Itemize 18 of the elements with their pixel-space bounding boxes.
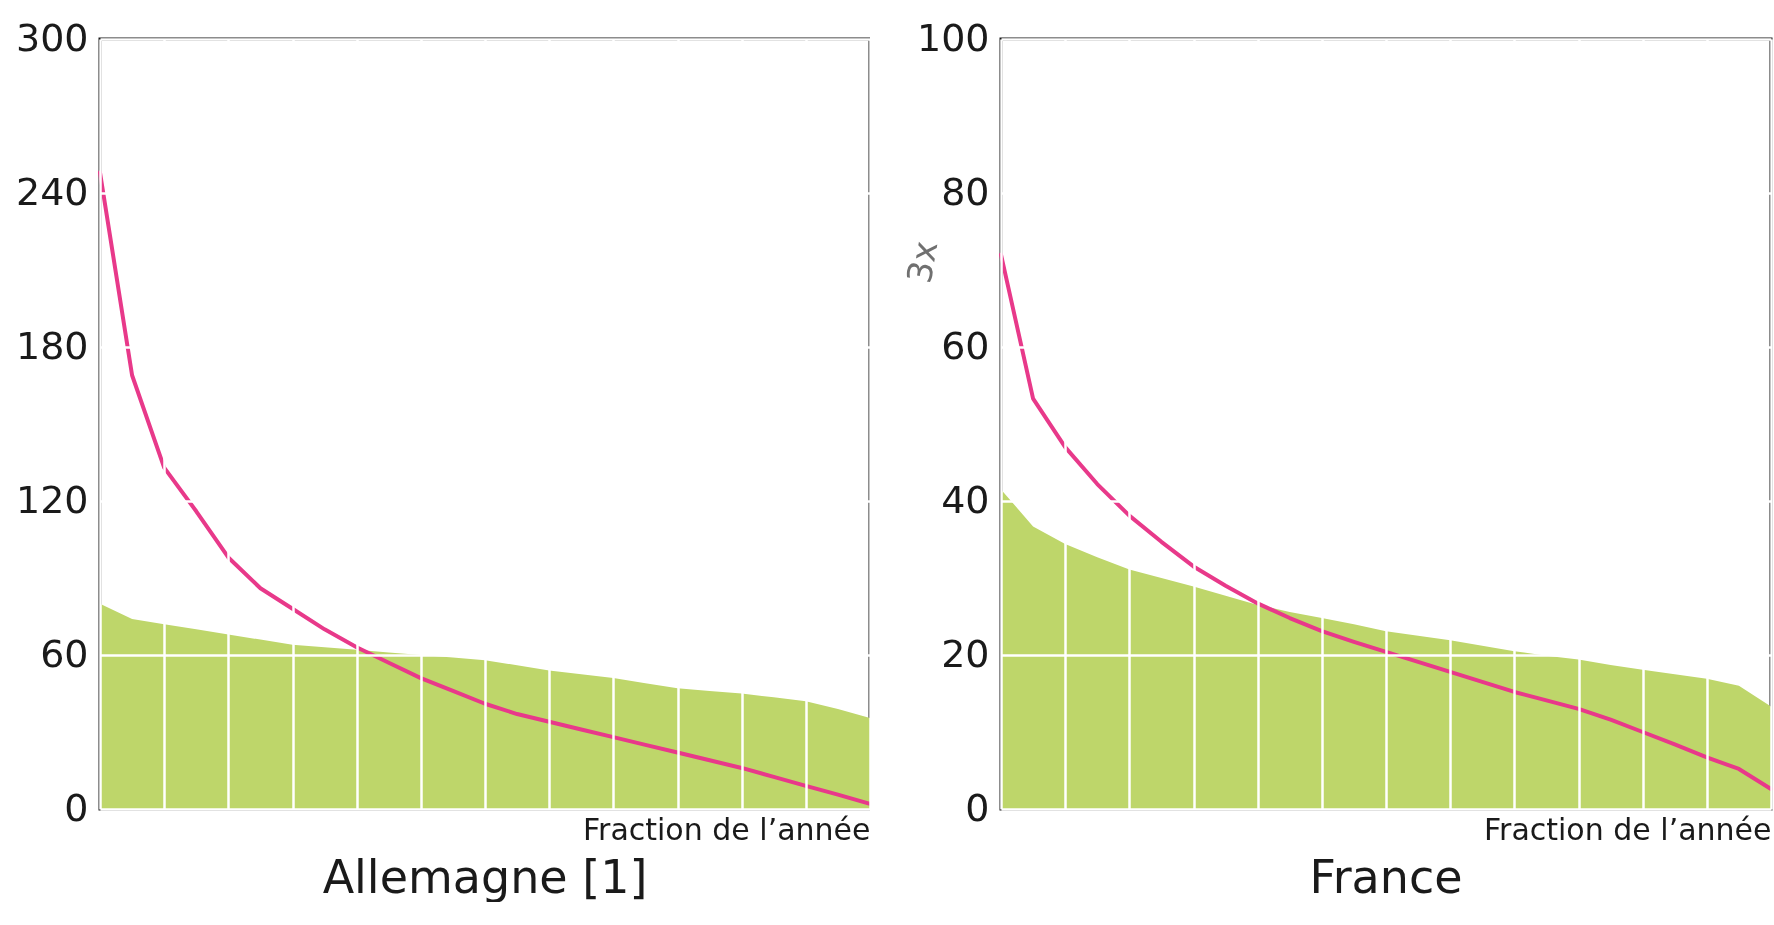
y-tick-label: 240 xyxy=(15,169,89,214)
y-tick-label: 180 xyxy=(15,323,89,368)
y-tick-label: 0 xyxy=(64,785,89,830)
y-tick-label: 120 xyxy=(15,477,89,522)
y-tick-label: 0 xyxy=(965,785,990,830)
line-series xyxy=(999,252,1773,791)
line-series xyxy=(98,170,872,806)
y-tick-label: 40 xyxy=(941,477,990,522)
x-axis-title: Fraction de l’année xyxy=(582,811,871,847)
y-tick-label: 60 xyxy=(941,323,990,368)
y-tick-label: 100 xyxy=(916,15,990,60)
y-tick-label: 300 xyxy=(15,15,89,60)
y-tick-label: 60 xyxy=(40,631,89,676)
y-tick-label: 80 xyxy=(941,169,990,214)
text: France xyxy=(1309,850,1463,904)
x-axis-title: Fraction de l’année xyxy=(1483,811,1772,847)
y-tick-label: 20 xyxy=(941,631,990,676)
text: 3x xyxy=(898,237,946,287)
